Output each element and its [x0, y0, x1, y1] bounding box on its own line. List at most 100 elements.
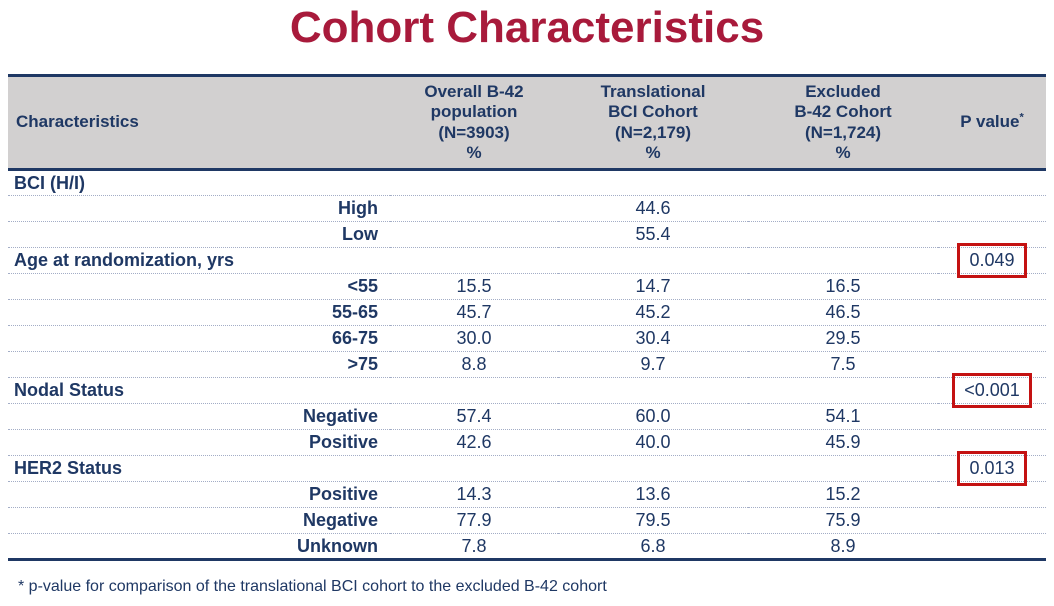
- cell-excluded-value: 45.9: [825, 432, 861, 453]
- cohort-characteristics-table: Characteristics Overall B-42 population …: [8, 74, 1046, 561]
- row-label-sub: Low: [342, 224, 378, 245]
- cell-translational-value: 14.7: [635, 276, 671, 297]
- cell-translational-value: 79.5: [635, 510, 671, 531]
- cell-overall-value: [390, 456, 558, 482]
- cell-translational-value: [558, 248, 748, 274]
- row-label-sub: Positive: [308, 432, 378, 453]
- cell-translational-value: 6.8: [640, 535, 666, 556]
- cell-excluded-value: 8.9: [830, 535, 856, 556]
- table-row: Unknown 7.8 6.8 8.9: [8, 534, 1046, 560]
- table-row: Negative 57.4 60.0 54.1: [8, 404, 1046, 430]
- cell-overall-value: 42.6: [456, 432, 492, 453]
- table-row: High 44.6: [8, 196, 1046, 222]
- cell-excluded-value: [748, 248, 938, 274]
- p-value-header-label: P value: [960, 112, 1020, 132]
- table-row: 55-65 45.7 45.2 46.5: [8, 300, 1046, 326]
- cell-translational-value: [558, 456, 748, 482]
- column-header-p-value: P value*: [938, 75, 1046, 171]
- cell-p-value: <0.001: [938, 373, 1046, 408]
- p-value-header-asterisk: *: [1019, 111, 1024, 124]
- page-title: Cohort Characteristics: [289, 3, 765, 52]
- row-label-sub: <55: [347, 276, 378, 297]
- cell-overall-value: 8.8: [461, 354, 487, 375]
- row-label-section: Age at randomization, yrs: [14, 250, 235, 271]
- cell-excluded-value: 29.5: [825, 328, 861, 349]
- cell-excluded-value: 7.5: [830, 354, 856, 375]
- row-label-sub: Unknown: [297, 535, 378, 556]
- header-row: Characteristics Overall B-42 population …: [8, 75, 1046, 171]
- row-label-sub: Negative: [302, 510, 378, 531]
- cell-excluded-value: [748, 378, 938, 404]
- table-row: Low 55.4: [8, 222, 1046, 248]
- cell-translational-value: 45.2: [635, 302, 671, 323]
- cell-overall-value: [390, 248, 558, 274]
- cell-translational-value: 55.4: [635, 224, 671, 245]
- row-label-sub: 66-75: [331, 328, 378, 349]
- cell-p-value: [938, 508, 1046, 534]
- p-value-box: <0.001: [952, 373, 1032, 408]
- cell-excluded-value: 54.1: [825, 406, 861, 427]
- column-header-translational-cohort: Translational BCI Cohort (N=2,179) %: [558, 75, 748, 171]
- table-row: <55 15.5 14.7 16.5: [8, 274, 1046, 300]
- cell-excluded-value: [748, 170, 938, 196]
- column-header-characteristics: Characteristics: [8, 75, 390, 171]
- cell-excluded-value: 16.5: [825, 276, 861, 297]
- table-row: Age at randomization, yrs 0.049: [8, 243, 1046, 278]
- column-header-excluded-cohort: Excluded B-42 Cohort (N=1,724) %: [748, 75, 938, 171]
- footnote: * p-value for comparison of the translat…: [18, 578, 607, 595]
- table-row: 66-75 30.0 30.4 29.5: [8, 326, 1046, 352]
- cell-overall-value: 57.4: [456, 406, 492, 427]
- cell-overall-value: 15.5: [456, 276, 492, 297]
- table-row: HER2 Status 0.013: [8, 451, 1046, 486]
- cell-translational-value: [558, 378, 748, 404]
- table-row: Positive 42.6 40.0 45.9: [8, 430, 1046, 456]
- cell-p-value: [938, 196, 1046, 222]
- cell-overall-value: [390, 196, 558, 222]
- cell-overall-value: [390, 222, 558, 248]
- cell-overall-value: [390, 170, 558, 196]
- column-header-overall-population: Overall B-42 population (N=3903) %: [390, 75, 558, 171]
- cell-overall-value: 14.3: [456, 484, 492, 505]
- cell-excluded-value: [748, 222, 938, 248]
- table-body: BCI (H/I) High 44.6 Low 55.4 Age at randomiza…: [8, 170, 1046, 560]
- cell-excluded-value: [748, 196, 938, 222]
- table-row: Nodal Status <0.001: [8, 373, 1046, 408]
- p-value-box: 0.049: [957, 243, 1027, 278]
- cell-p-value: [938, 300, 1046, 326]
- cell-translational-value: 40.0: [635, 432, 671, 453]
- cell-overall-value: 45.7: [456, 302, 492, 323]
- cell-overall-value: 30.0: [456, 328, 492, 349]
- row-label-sub: >75: [347, 354, 378, 375]
- cell-translational-value: 60.0: [635, 406, 671, 427]
- cell-p-value: [938, 170, 1046, 196]
- row-label-section: HER2 Status: [14, 458, 123, 479]
- cell-translational-value: 30.4: [635, 328, 671, 349]
- cell-excluded-value: 15.2: [825, 484, 861, 505]
- cell-excluded-value: [748, 456, 938, 482]
- table-row: >75 8.8 9.7 7.5: [8, 352, 1046, 378]
- cell-overall-value: [390, 378, 558, 404]
- row-label-sub: Positive: [308, 484, 378, 505]
- cell-excluded-value: 75.9: [825, 510, 861, 531]
- cell-excluded-value: 46.5: [825, 302, 861, 323]
- cell-translational-value: [558, 170, 748, 196]
- row-label-section: BCI (H/I): [14, 172, 85, 193]
- table-row: Negative 77.9 79.5 75.9: [8, 508, 1046, 534]
- cell-p-value: 0.049: [938, 243, 1046, 278]
- cell-p-value: [938, 326, 1046, 352]
- cell-translational-value: 9.7: [640, 354, 666, 375]
- row-label-sub: High: [338, 198, 378, 219]
- p-value-box: 0.013: [957, 451, 1027, 486]
- row-label-sub: Negative: [302, 406, 378, 427]
- table-row: Positive 14.3 13.6 15.2: [8, 482, 1046, 508]
- cell-overall-value: 77.9: [456, 510, 492, 531]
- table-row: BCI (H/I): [8, 170, 1046, 196]
- cell-translational-value: 44.6: [635, 198, 671, 219]
- cell-overall-value: 7.8: [461, 535, 487, 556]
- cell-p-value: [938, 534, 1046, 560]
- cell-p-value: 0.013: [938, 451, 1046, 486]
- row-label-section: Nodal Status: [14, 380, 125, 401]
- cell-translational-value: 13.6: [635, 484, 671, 505]
- row-label-sub: 55-65: [331, 302, 378, 323]
